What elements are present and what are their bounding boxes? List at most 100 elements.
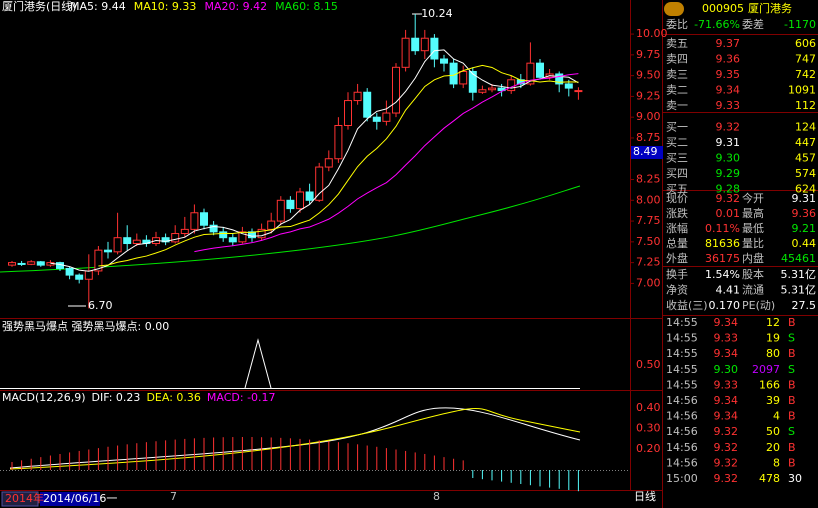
book-volume: 112 (795, 99, 816, 112)
ma-label: MA10: 9.33 (134, 0, 197, 13)
trade-volume: 12 (766, 316, 780, 329)
trade-time: 14:56 (666, 441, 698, 454)
candle-body (190, 212, 199, 230)
y-tick-label: 9.50 (636, 69, 661, 82)
trade-side: B (788, 410, 796, 423)
book-volume: 457 (795, 152, 816, 165)
ma60-line (0, 185, 581, 273)
candle-body (468, 70, 477, 93)
ma-line (194, 73, 579, 253)
book-price: 9.33 (716, 99, 741, 112)
indicator-tick-label: 0.50 (636, 358, 661, 371)
date-cursor: 2014/06/16一 (43, 492, 117, 505)
fund-label: PE(动) (742, 299, 775, 312)
candle-body (334, 124, 343, 160)
trade-time: 14:56 (666, 394, 698, 407)
stat-value: 36175 (705, 252, 740, 265)
candle-body (56, 262, 64, 269)
fund-label: 股本 (742, 267, 764, 281)
book-price: 9.28 (716, 183, 741, 196)
trade-time: 14:56 (666, 456, 698, 469)
stat-label: 涨跌 (666, 206, 688, 220)
trade-side: 30 (788, 472, 802, 485)
fund-value: 5.31亿 (781, 284, 817, 297)
macd-tick-label: 0.40 (636, 401, 661, 414)
fund-value: 0.170 (709, 299, 741, 312)
y-tick-label: 9.25 (636, 89, 661, 102)
book-label: 买四 (666, 167, 688, 180)
stat-label: 外盘 (666, 251, 688, 265)
trade-volume: 39 (766, 394, 780, 407)
trade-price: 9.33 (714, 378, 739, 391)
trade-price: 9.33 (714, 332, 739, 345)
candle-body (267, 220, 276, 230)
candle-body (17, 262, 26, 265)
book-label: 买二 (666, 136, 688, 149)
book-volume: 574 (795, 167, 816, 180)
stat-label: 量比 (742, 237, 764, 250)
trade-side: B (788, 394, 796, 407)
quote-value: -1170 (784, 18, 816, 31)
x-label: 8 (433, 490, 440, 503)
stat-label: 总量 (666, 236, 688, 250)
indicator-spike (244, 338, 272, 389)
date-tab[interactable] (1, 491, 39, 507)
book-label: 卖二 (666, 84, 688, 97)
trade-volume: 478 (759, 472, 780, 485)
stat-value: 9.21 (792, 222, 817, 235)
candle-body (27, 261, 36, 265)
candle-body (209, 224, 218, 233)
candle-body (372, 116, 381, 122)
candle-body (171, 233, 180, 243)
y-tick-label: 8.00 (636, 193, 661, 206)
date-cursor-box (40, 492, 100, 506)
y-tick-label: 9.75 (636, 48, 661, 61)
candle-body (315, 166, 324, 201)
macd-value: DIF: 0.23 (92, 391, 141, 404)
candle-body (123, 237, 132, 245)
candle-body (564, 83, 573, 89)
macd-tick-label: 0.20 (636, 442, 661, 455)
ma-label: MA20: 9.42 (204, 0, 267, 13)
stock-name: 厦门港务 (748, 1, 792, 15)
stat-label: 今开 (742, 191, 764, 205)
y-tick-label: 8.25 (636, 173, 661, 186)
candle-body (430, 37, 439, 60)
trade-price: 9.34 (714, 410, 739, 423)
candle-body (507, 79, 516, 92)
candle-body (36, 261, 45, 266)
candle-body (555, 73, 564, 85)
fund-label: 换手 (666, 267, 688, 281)
quote-value: -71.66% (694, 18, 740, 31)
candle-body (132, 239, 141, 245)
trade-price: 9.34 (714, 394, 739, 407)
book-price: 9.30 (716, 152, 741, 165)
fund-label: 净资 (666, 283, 688, 297)
candle-body (440, 58, 448, 64)
quote-label: 委差 (742, 17, 764, 31)
candle-body (392, 66, 400, 114)
trade-side: B (788, 456, 796, 469)
trade-volume: 2097 (752, 363, 780, 376)
trade-side: B (788, 378, 796, 391)
trade-price: 9.32 (714, 456, 739, 469)
trade-side: S (788, 363, 795, 376)
trade-side: B (788, 316, 796, 329)
ma-line (98, 64, 579, 267)
candle-body (104, 249, 112, 253)
book-label: 卖一 (666, 99, 688, 112)
trade-volume: 4 (773, 410, 780, 423)
y-tick-label: 10.00 (636, 27, 668, 40)
macd-value: MACD: -0.17 (207, 391, 276, 404)
quote-label: 委比 (666, 18, 688, 31)
candle-body (574, 90, 583, 93)
date-tab: 2014年 (5, 491, 44, 505)
book-price: 9.34 (716, 84, 741, 97)
candle-body (344, 100, 352, 126)
candle-body (65, 267, 74, 276)
stat-label: 现价 (666, 192, 688, 205)
quote-separators (662, 34, 818, 316)
stat-value: 0.44 (792, 237, 817, 250)
candle-body (420, 37, 429, 52)
trade-time: 14:55 (666, 378, 698, 391)
